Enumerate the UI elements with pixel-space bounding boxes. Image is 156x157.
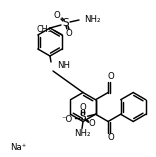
Text: O: O: [54, 11, 60, 19]
Text: S: S: [79, 112, 86, 122]
Text: S: S: [63, 18, 69, 28]
Text: O: O: [88, 119, 95, 128]
Text: Na⁺: Na⁺: [10, 143, 26, 152]
Text: O: O: [108, 72, 115, 81]
Text: NH: NH: [57, 62, 70, 70]
Text: O: O: [66, 29, 72, 38]
Text: ⁻O: ⁻O: [61, 115, 73, 124]
Text: NH₂: NH₂: [74, 129, 90, 138]
Text: O: O: [79, 103, 86, 112]
Text: O: O: [108, 133, 115, 142]
Text: NH₂: NH₂: [84, 14, 100, 24]
Text: CH₃: CH₃: [36, 24, 51, 33]
